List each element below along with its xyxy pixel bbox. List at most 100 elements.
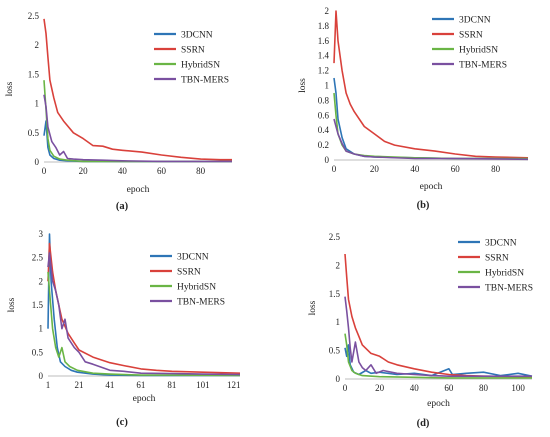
- x-tick-label: 40: [118, 166, 128, 176]
- series-line-tbn-mers: [47, 252, 241, 376]
- legend: 3DCNN SSRN HybridSN TBN-MERS: [432, 16, 507, 71]
- y-tick-label: 1.6: [318, 36, 330, 46]
- y-tick-label: 1: [35, 99, 40, 109]
- legend-label: 3DCNN: [181, 31, 213, 41]
- y-axis-label: loss: [298, 78, 308, 93]
- x-tick-label: 21: [74, 380, 83, 390]
- chart-panel-3: 00.511.522.531 21 41 61 81 101 121lossepoch3DC…: [7, 229, 241, 428]
- legend-label: TBN-MERS: [485, 284, 533, 294]
- x-tick-label: 81: [167, 380, 176, 390]
- x-axis-label: epoch: [420, 182, 443, 192]
- x-tick-label: 61: [136, 380, 145, 390]
- x-tick-label: 60: [444, 383, 454, 393]
- series-line-tbn-mers: [43, 94, 232, 163]
- y-axis-label: loss: [308, 300, 318, 315]
- series-line-3dcnn: [43, 120, 232, 163]
- series-line-tbn-mers: [333, 118, 529, 161]
- x-tick-label: 100: [511, 383, 525, 393]
- x-tick-label: 80: [196, 166, 206, 176]
- legend-label: HybridSN: [177, 283, 216, 293]
- series-line-ssrn: [333, 10, 529, 159]
- x-tick-label: 20: [79, 166, 89, 176]
- y-tick-label: 0.5: [32, 347, 44, 357]
- y-tick-label: 2.5: [32, 253, 44, 263]
- y-tick-label: 1.5: [28, 69, 40, 79]
- x-tick-label: 41: [105, 380, 114, 390]
- x-tick-label: 40: [410, 164, 420, 174]
- series-line-ssrn: [47, 242, 241, 374]
- legend-label: SSRN: [485, 254, 509, 264]
- y-tick-label: 2: [39, 276, 44, 286]
- series-line-tbn-mers: [344, 296, 532, 378]
- x-tick-label: 60: [157, 166, 167, 176]
- legend-label: SSRN: [459, 31, 483, 41]
- x-tick-label: 0: [332, 164, 337, 174]
- series-line-3dcnn: [333, 77, 528, 160]
- y-tick-label: 0: [336, 374, 341, 384]
- x-tick-label: 101: [196, 380, 210, 390]
- x-tick-label: 40: [410, 383, 420, 393]
- y-tick-label: 0: [35, 157, 40, 167]
- y-tick-label: 2.5: [329, 232, 341, 242]
- legend-label: TBN-MERS: [459, 61, 507, 71]
- y-axis-label: loss: [7, 297, 17, 312]
- chart-panel-1: 0 0.5 1 1.5 2 2.5 0 20 40 60 80 loss epoch 3DCNN SSRN H…: [5, 11, 232, 212]
- y-axis-label: loss: [5, 81, 15, 96]
- y-tick-label: 1: [39, 324, 44, 334]
- legend-label: SSRN: [181, 46, 205, 56]
- y-tick-label: 3: [39, 229, 44, 239]
- legend-label: HybridSN: [181, 61, 220, 71]
- legend: 3DCNN SSRN HybridSN TBN-MERS: [458, 239, 533, 294]
- y-tick-label: 0.6: [318, 110, 330, 120]
- chart-panel-4: 0 0.5 1 1.5 2 2.5 0 20 40 60 80 100 loss epoch 3DCNN SS…: [308, 232, 533, 429]
- y-tick-label: 0.2: [318, 140, 329, 150]
- x-tick-label: 20: [370, 164, 380, 174]
- legend-label: TBN-MERS: [177, 298, 225, 308]
- legend-label: SSRN: [177, 268, 201, 278]
- x-tick-label: 80: [479, 383, 489, 393]
- x-tick-label: 121: [227, 380, 241, 390]
- y-tick-label: 1: [325, 81, 330, 91]
- y-tick-label: 0: [39, 371, 44, 381]
- y-tick-label: 2: [35, 40, 40, 50]
- legend: 3DCNN SSRN HybridSN TBN-MERS: [150, 253, 225, 308]
- series-line-hybridsn: [43, 80, 232, 163]
- y-tick-label: 1.5: [32, 300, 44, 310]
- y-tick-label: 0.4: [318, 125, 330, 135]
- legend-label: 3DCNN: [485, 239, 517, 249]
- y-tick-label: 1.5: [329, 289, 341, 299]
- x-axis-label: epoch: [133, 394, 156, 404]
- legend-label: 3DCNN: [459, 16, 491, 26]
- x-tick-label: 0: [42, 166, 47, 176]
- legend-label: HybridSN: [485, 269, 524, 279]
- series-line-3dcnn: [344, 344, 533, 377]
- y-tick-label: 1.4: [318, 51, 330, 61]
- y-tick-label: 1: [336, 317, 341, 327]
- y-tick-label: 1.2: [318, 66, 329, 76]
- y-tick-label: 2: [325, 6, 330, 16]
- chart-panel-2: 00.20.40.60.811.21.41.61.820 20 40 60 80loss…: [298, 6, 529, 211]
- x-tick-label: 20: [375, 383, 385, 393]
- x-tick-label: 60: [451, 164, 461, 174]
- y-tick-label: 2.5: [28, 11, 40, 21]
- y-tick-label: 0: [325, 155, 330, 165]
- series-line-hybridsn: [47, 271, 241, 377]
- series-line-ssrn: [43, 18, 232, 161]
- x-tick-label: 0: [343, 383, 348, 393]
- x-axis-label: epoch: [127, 185, 150, 195]
- y-tick-label: 0.5: [329, 346, 341, 356]
- panel-label: (b): [417, 200, 430, 211]
- x-axis-label: epoch: [427, 399, 450, 409]
- legend-label: TBN-MERS: [181, 76, 229, 86]
- panel-label: (d): [417, 418, 430, 429]
- y-tick-label: 0.8: [318, 95, 330, 105]
- legend: 3DCNN SSRN HybridSN TBN-MERS: [154, 31, 229, 86]
- panel-label: (c): [116, 417, 128, 428]
- x-tick-label: 1: [46, 380, 51, 390]
- y-tick-label: 1.8: [318, 21, 330, 31]
- legend-label: HybridSN: [459, 46, 498, 56]
- y-tick-label: 0.5: [28, 128, 40, 138]
- legend-label: 3DCNN: [177, 253, 209, 263]
- y-tick-label: 2: [336, 260, 341, 270]
